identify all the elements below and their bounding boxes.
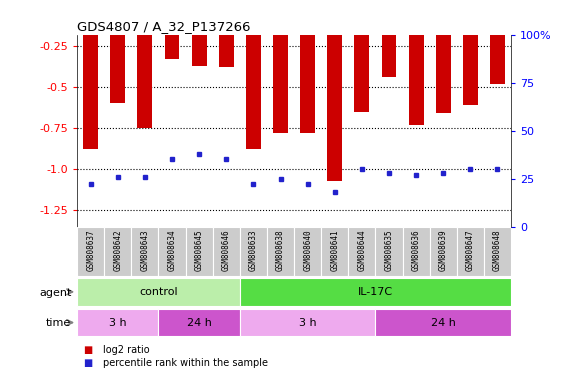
Bar [376,309,511,336]
Bar [240,227,267,276]
Bar [77,309,159,336]
Text: IL-17C: IL-17C [358,287,393,297]
Bar [164,5,179,59]
Text: ■: ■ [83,358,92,367]
Text: 24 h: 24 h [431,318,456,328]
Bar [240,309,376,336]
Text: GSM808633: GSM808633 [249,229,258,271]
Bar [484,227,511,276]
Bar [186,227,213,276]
Text: GSM808644: GSM808644 [357,229,367,271]
Text: 3 h: 3 h [299,318,316,328]
Bar [376,227,403,276]
Text: control: control [139,287,178,297]
Text: GSM808638: GSM808638 [276,229,285,271]
Bar [213,227,240,276]
Text: 24 h: 24 h [187,318,212,328]
Text: GSM808640: GSM808640 [303,229,312,271]
Bar [348,227,376,276]
Bar [83,5,98,149]
Bar [430,227,457,276]
Bar [273,5,288,133]
Text: GDS4807 / A_32_P137266: GDS4807 / A_32_P137266 [77,20,251,33]
Text: GSM808641: GSM808641 [330,229,339,271]
Bar [403,227,430,276]
Text: time: time [46,318,71,328]
Bar [381,5,396,77]
Bar [463,5,478,105]
Bar [267,227,294,276]
Bar [219,5,234,67]
Text: log2 ratio: log2 ratio [103,344,150,354]
Text: GSM808645: GSM808645 [195,229,204,271]
Text: GSM808643: GSM808643 [140,229,150,271]
Bar [490,5,505,84]
Bar [159,309,240,336]
Bar [300,5,315,133]
Bar [321,227,348,276]
Text: GSM808634: GSM808634 [167,229,176,271]
Bar [131,227,159,276]
Text: GSM808636: GSM808636 [412,229,421,271]
Bar [159,227,186,276]
Text: percentile rank within the sample: percentile rank within the sample [103,358,268,367]
Text: GSM808642: GSM808642 [113,229,122,271]
Text: GSM808648: GSM808648 [493,229,502,271]
Bar [77,278,240,306]
Bar [355,5,369,112]
Bar [409,5,424,125]
Text: 3 h: 3 h [109,318,127,328]
Text: GSM808647: GSM808647 [466,229,475,271]
Bar [327,5,342,180]
Bar [192,5,207,66]
Bar [77,227,104,276]
Bar [457,227,484,276]
Bar [436,5,451,113]
Bar [240,278,511,306]
Bar [246,5,261,149]
Bar [110,5,125,103]
Text: GSM808637: GSM808637 [86,229,95,271]
Bar [294,227,321,276]
Text: ■: ■ [83,344,92,354]
Text: GSM808639: GSM808639 [439,229,448,271]
Bar [104,227,131,276]
Text: agent: agent [39,288,71,298]
Text: GSM808646: GSM808646 [222,229,231,271]
Bar [138,5,152,128]
Text: GSM808635: GSM808635 [384,229,393,271]
